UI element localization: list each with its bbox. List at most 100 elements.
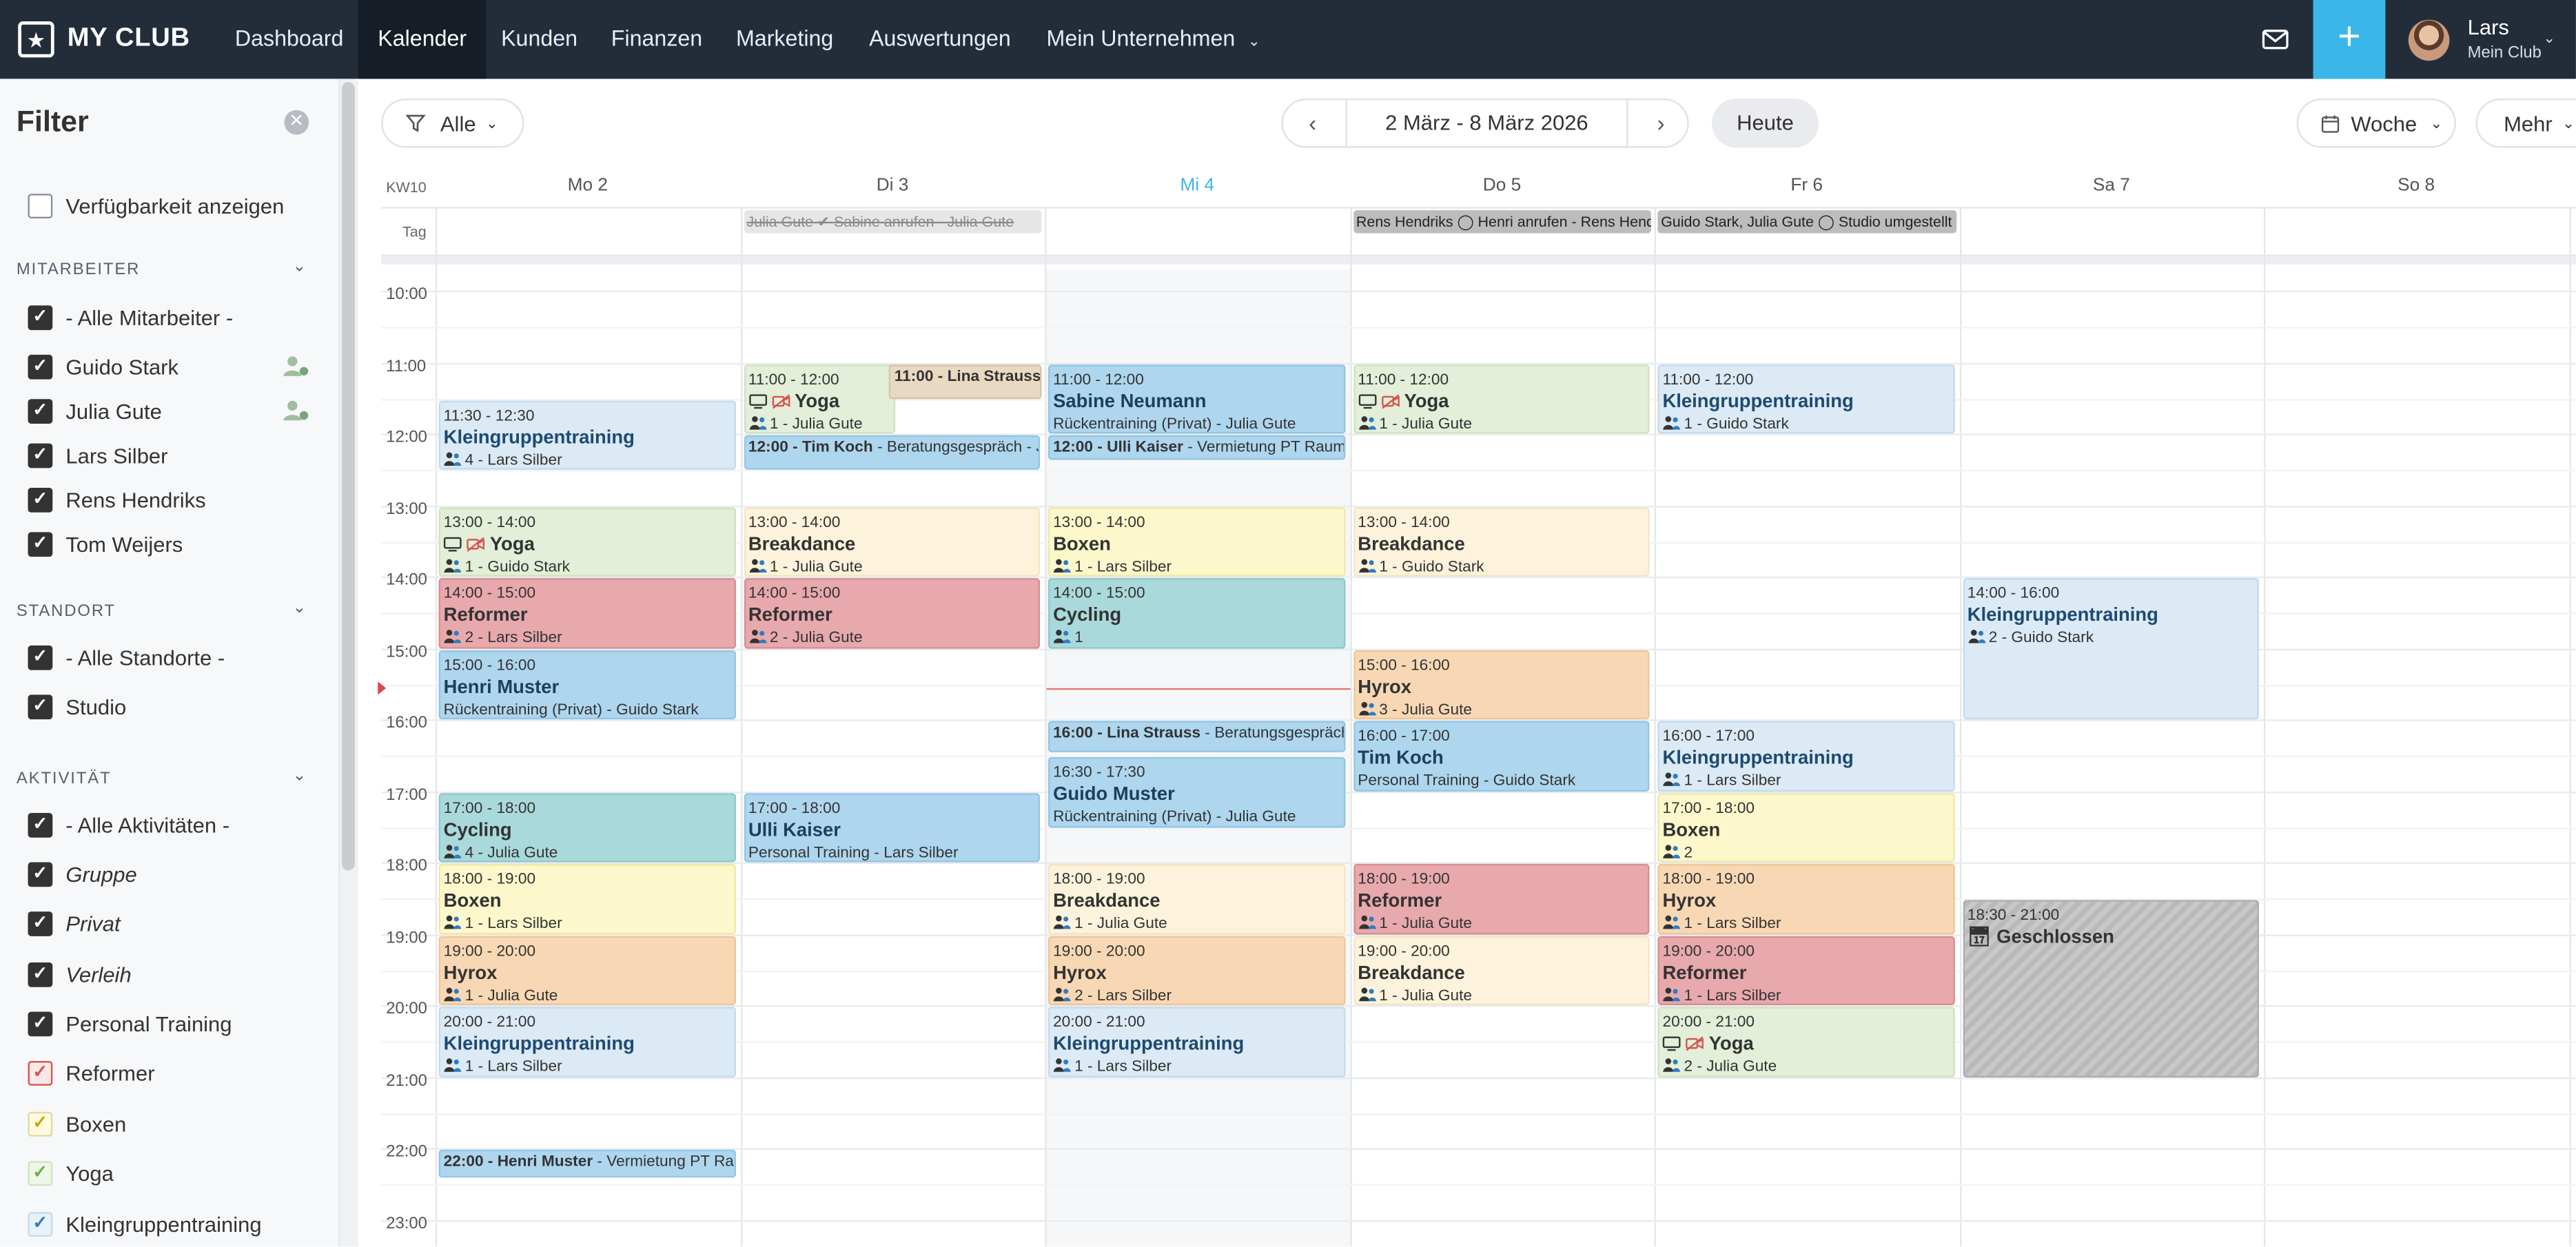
calendar-event[interactable]: 19:00 - 20:00 Breakdance 1 - Julia Gute [1353,936,1650,1006]
staff-filter-guido-stark[interactable]: ✓ Guido Stark [28,351,178,381]
activity-filter-all[interactable]: ✓ - Alle Aktivitäten - [28,810,229,839]
activity-filter-reformer[interactable]: ✓ Reformer [28,1058,155,1087]
checkbox-checked[interactable]: ✓ [28,442,53,468]
checkbox-checked[interactable]: ✓ [28,305,53,329]
nav-kunden[interactable]: Kunden [501,26,578,51]
previous-week-button[interactable]: ‹ [1283,100,1342,146]
calendar-event[interactable]: 11:00 - 12:00 Sabine Neumann Rückentrainin… [1047,364,1345,435]
availability-toggle[interactable]: Verfügbarkeit anzeigen [28,191,284,220]
staff-filter-tom-weijers[interactable]: ✓ Tom Weijers [28,529,183,559]
activity-filter-boxen[interactable]: ✓ Boxen [28,1109,127,1138]
calendar-event[interactable]: 15:00 - 16:00 Hyrox 3 - Julia Gute [1353,650,1650,721]
checkbox-checked[interactable]: ✓ [28,1011,53,1036]
add-button[interactable]: + [2313,0,2386,79]
calendar-event[interactable]: 13:00 - 14:00 Yoga 1 - Guido Stark [438,507,735,577]
calendar-event[interactable]: 22:00 - Henri Muster - Vermietung PT Rau… [438,1150,735,1177]
calendar-event[interactable]: 16:30 - 17:30 Guido Muster Rückentraining … [1047,757,1345,827]
checkbox-checked[interactable]: ✓ [28,910,53,936]
next-week-button[interactable]: › [1631,100,1690,146]
calendar-event[interactable]: 11:00 - 12:00 Kleingruppentraining 1 - Gui… [1657,364,1954,435]
calendar-event[interactable]: 14:00 - 15:00 Reformer 2 - Julia Gute [743,579,1041,649]
chevron-down-icon[interactable]: ⌄ [292,599,307,618]
calendar-event[interactable]: 20:00 - 21:00 Yoga 2 - Julia Gute [1657,1007,1954,1078]
location-filter-all[interactable]: ✓ - Alle Standorte - [28,642,225,672]
chevron-down-icon[interactable]: ⌄ [2543,29,2556,46]
availability-checkbox[interactable] [28,193,53,218]
calendar-event[interactable]: 14:00 - 15:00 Cycling 1 [1047,579,1345,649]
activity-filter-privat[interactable]: ✓ Privat [28,908,121,938]
staff-filter-rens-hendriks[interactable]: ✓ Rens Hendriks [28,484,206,514]
calendar-event[interactable]: 18:00 - 19:00 Boxen 1 - Lars Silber [438,864,735,935]
calendar-event[interactable]: 16:00 - 17:00 Tim Koch Personal Training -… [1353,721,1650,792]
calendar-event[interactable]: 19:00 - 20:00 Reformer 1 - Lars Silber [1657,936,1954,1006]
activity-filter-yoga[interactable]: ✓ Yoga [28,1158,114,1188]
date-range-label[interactable]: 2 März - 8 März 2026 [1345,100,1628,147]
checkbox-checked[interactable]: ✓ [28,1211,53,1236]
staff-filter-lars-silber[interactable]: ✓ Lars Silber [28,440,168,470]
calendar-event[interactable]: 18:00 - 19:00 Reformer 1 - Julia Gute [1353,864,1650,935]
checkbox-checked[interactable]: ✓ [28,398,53,423]
checkbox-checked[interactable]: ✓ [28,486,53,512]
avatar[interactable] [2408,19,2450,61]
checkbox-checked[interactable]: ✓ [28,812,53,837]
checkbox-checked[interactable]: ✓ [28,861,53,887]
user-availability-icon[interactable] [283,355,309,378]
checkbox-checked[interactable]: ✓ [28,644,53,670]
user-availability-icon[interactable] [283,399,309,422]
calendar-event[interactable]: 11:00 - 12:00 Yoga 1 - Julia Gute [743,364,896,435]
time-grid[interactable]: 10:00 11:00 12:00 13:00 14:00 15:00 16:00 17:00… [378,207,2576,1247]
calendar-event[interactable]: 11:30 - 12:30 Kleingruppentraining 4 - Lar… [438,400,735,471]
calendar-event[interactable]: 20:00 - 21:00 Kleingruppentraining 1 - Lar… [1047,1007,1345,1078]
checkbox-checked[interactable]: ✓ [28,961,53,987]
activity-filter-dropdown[interactable]: Alle ⌄ [381,99,524,148]
calendar-event[interactable]: 13:00 - 14:00 Breakdance 1 - Julia Gute [743,507,1041,577]
checkbox-checked[interactable]: ✓ [28,353,53,379]
nav-kalender[interactable]: Kalender [358,0,487,79]
day-header[interactable]: Fr 6 [1790,176,1823,196]
allday-task[interactable]: Julia Gute ✔ Sabine anrufen - Julia Gute [743,210,1042,234]
calendar-event[interactable]: 18:00 - 19:00 Breakdance 1 - Julia Gute [1047,864,1345,935]
brand-logo[interactable]: ★ MY CLUB [18,20,190,59]
mail-button[interactable] [2247,0,2303,79]
day-header[interactable]: Mi 4 [1180,176,1215,196]
allday-task[interactable]: Guido Stark, Julia Gute ◯ Studio umgeste… [1657,210,1956,234]
calendar-event[interactable]: 18:30 - 21:00 📅︎ Geschlossen [1962,900,2259,1078]
sidebar-scrollbar[interactable] [341,82,355,871]
calendar-event[interactable]: 19:00 - 20:00 Hyrox 2 - Lars Silber [1047,936,1345,1006]
calendar-event[interactable]: 11:00 - Lina Strauss [889,364,1042,399]
calendar-event[interactable]: 12:00 - Ulli Kaiser - Vermietung PT Raum [1047,435,1345,460]
checkbox-checked[interactable]: ✓ [28,1060,53,1085]
nav-dashboard[interactable]: Dashboard [234,26,344,51]
day-header[interactable]: Di 3 [876,176,909,196]
calendar-event[interactable]: 17:00 - 18:00 Ulli Kaiser Personal Trainin… [743,793,1041,863]
calendar-event[interactable]: 19:00 - 20:00 Hyrox 1 - Julia Gute [438,936,735,1006]
user-name[interactable]: Lars [2467,14,2509,40]
nav-finanzen[interactable]: Finanzen [611,26,703,51]
calendar-event[interactable]: 13:00 - 14:00 Boxen 1 - Lars Silber [1047,507,1345,577]
day-header[interactable]: Sa 7 [2092,176,2130,196]
close-icon[interactable]: ✕ [284,110,309,135]
calendar-event[interactable]: 14:00 - 16:00 Kleingruppentraining 2 - Gui… [1962,579,2259,721]
today-button[interactable]: Heute [1712,99,1819,148]
location-filter-studio[interactable]: ✓ Studio [28,692,127,721]
calendar-event[interactable]: 18:00 - 19:00 Hyrox 1 - Lars Silber [1657,864,1954,935]
calendar-event[interactable]: 17:00 - 18:00 Boxen 2 [1657,793,1954,863]
checkbox-checked[interactable]: ✓ [28,531,53,556]
day-header[interactable]: Mo 2 [567,176,609,196]
calendar-event[interactable]: 13:00 - 14:00 Breakdance 1 - Guido Stark [1353,507,1650,577]
checkbox-checked[interactable]: ✓ [28,694,53,719]
calendar-event[interactable]: 16:00 - 17:00 Kleingruppentraining 1 - Lar… [1657,721,1954,792]
calendar-event[interactable]: 17:00 - 18:00 Cycling 4 - Julia Gute [438,793,735,863]
calendar-event[interactable]: 20:00 - 21:00 Kleingruppentraining 1 - Lar… [438,1007,735,1078]
day-header[interactable]: So 8 [2398,176,2435,196]
calendar-event[interactable]: 16:00 - Lina Strauss - Beratungsgespräch [1047,721,1345,752]
calendar-event[interactable]: 11:00 - 12:00 Yoga 1 - Julia Gute [1353,364,1650,435]
chevron-down-icon[interactable]: ⌄ [292,258,307,276]
calendar-event[interactable]: 14:00 - 15:00 Reformer 2 - Lars Silber [438,579,735,649]
calendar-event[interactable]: 12:00 - Tim Koch - Beratungsgespräch - J… [743,435,1041,471]
activity-filter-gruppe[interactable]: ✓ Gruppe [28,859,137,889]
allday-task[interactable]: Rens Hendriks ◯ Henri anrufen - Rens Hen… [1353,210,1651,234]
checkbox-checked[interactable]: ✓ [28,1111,53,1136]
activity-filter-verleih[interactable]: ✓ Verleih [28,959,132,989]
activity-filter-personal-training[interactable]: ✓ Personal Training [28,1009,232,1038]
